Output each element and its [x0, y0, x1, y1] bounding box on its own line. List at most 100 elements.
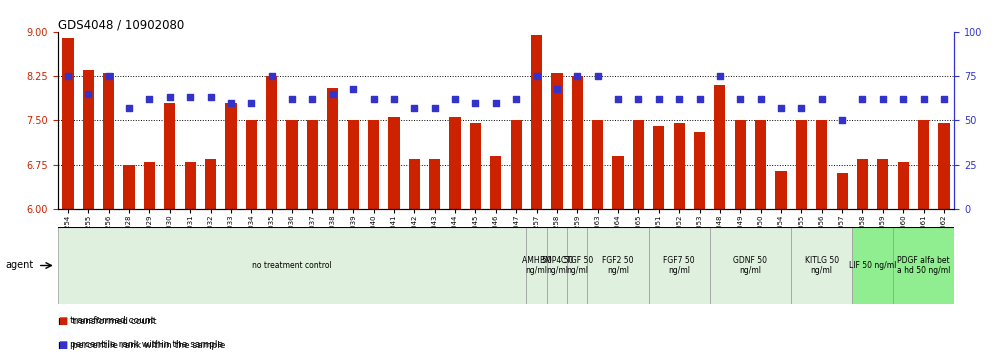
Point: [264, 73, 280, 79]
Bar: [225, 103, 236, 209]
Bar: [918, 120, 929, 209]
Bar: [124, 165, 134, 209]
Point: [243, 100, 259, 105]
Bar: [837, 173, 848, 209]
Bar: [714, 85, 725, 209]
Text: PDGF alfa bet
a hd 50 ng/ml: PDGF alfa bet a hd 50 ng/ml: [897, 256, 950, 275]
Text: ■: ■: [58, 341, 67, 350]
Point: [874, 96, 890, 102]
Bar: [547, 227, 567, 304]
Bar: [572, 76, 583, 209]
Text: ■  percentile rank within the sample: ■ percentile rank within the sample: [58, 342, 225, 350]
Bar: [368, 120, 379, 209]
Point: [712, 73, 728, 79]
Bar: [104, 73, 115, 209]
Text: percentile rank within the sample: percentile rank within the sample: [70, 340, 223, 349]
Text: no treatment control: no treatment control: [252, 261, 332, 270]
Bar: [694, 132, 705, 209]
Bar: [648, 227, 710, 304]
Text: GDS4048 / 10902080: GDS4048 / 10902080: [58, 19, 184, 32]
Bar: [552, 73, 563, 209]
Bar: [63, 38, 74, 209]
Bar: [58, 227, 526, 304]
Point: [835, 118, 851, 123]
Bar: [328, 88, 339, 209]
Bar: [857, 159, 869, 209]
Point: [141, 96, 157, 102]
Bar: [449, 118, 460, 209]
Point: [161, 95, 178, 100]
Bar: [408, 159, 420, 209]
Text: CTGF 50
ng/ml: CTGF 50 ng/ml: [561, 256, 594, 275]
Bar: [938, 123, 949, 209]
Bar: [348, 120, 359, 209]
Point: [202, 95, 218, 100]
Bar: [526, 227, 547, 304]
Bar: [531, 35, 542, 209]
Text: transformed count: transformed count: [70, 316, 154, 325]
Bar: [673, 123, 684, 209]
Bar: [205, 159, 216, 209]
Bar: [853, 227, 893, 304]
Text: ■: ■: [59, 316, 67, 325]
Bar: [897, 162, 908, 209]
Bar: [588, 227, 648, 304]
Bar: [632, 120, 644, 209]
Point: [570, 73, 586, 79]
Bar: [246, 120, 257, 209]
Bar: [816, 120, 828, 209]
Point: [386, 96, 402, 102]
Point: [325, 91, 341, 97]
Bar: [592, 120, 604, 209]
Point: [60, 73, 76, 79]
Bar: [307, 120, 318, 209]
Bar: [613, 156, 623, 209]
Bar: [735, 120, 746, 209]
Text: GDNF 50
ng/ml: GDNF 50 ng/ml: [733, 256, 768, 275]
Point: [773, 105, 789, 111]
Point: [630, 96, 646, 102]
Point: [101, 73, 117, 79]
Point: [549, 86, 565, 91]
Text: agent: agent: [5, 261, 33, 270]
Point: [936, 96, 952, 102]
Bar: [490, 156, 501, 209]
Point: [529, 73, 545, 79]
Bar: [653, 126, 664, 209]
Point: [691, 96, 707, 102]
Bar: [287, 120, 298, 209]
Point: [467, 100, 483, 105]
Text: FGF2 50
ng/ml: FGF2 50 ng/ml: [603, 256, 633, 275]
Bar: [511, 120, 522, 209]
Bar: [470, 123, 481, 209]
Bar: [567, 227, 588, 304]
Point: [182, 95, 198, 100]
Bar: [796, 120, 807, 209]
Bar: [164, 103, 175, 209]
Point: [895, 96, 911, 102]
Text: BMP4 50
ng/ml: BMP4 50 ng/ml: [540, 256, 574, 275]
Point: [855, 96, 871, 102]
Point: [915, 96, 931, 102]
Bar: [143, 162, 155, 209]
Bar: [755, 120, 766, 209]
Point: [406, 105, 422, 111]
Bar: [776, 171, 787, 209]
Point: [346, 86, 362, 91]
Point: [366, 96, 381, 102]
Text: ■: ■: [59, 340, 67, 349]
Text: ■: ■: [58, 316, 67, 326]
Bar: [266, 76, 277, 209]
Point: [122, 105, 137, 111]
Bar: [429, 159, 440, 209]
Point: [650, 96, 666, 102]
Point: [671, 96, 687, 102]
Point: [305, 96, 321, 102]
Point: [81, 91, 97, 97]
Point: [611, 96, 626, 102]
Point: [508, 96, 524, 102]
Point: [284, 96, 300, 102]
Point: [426, 105, 442, 111]
Bar: [83, 70, 94, 209]
Point: [223, 100, 239, 105]
